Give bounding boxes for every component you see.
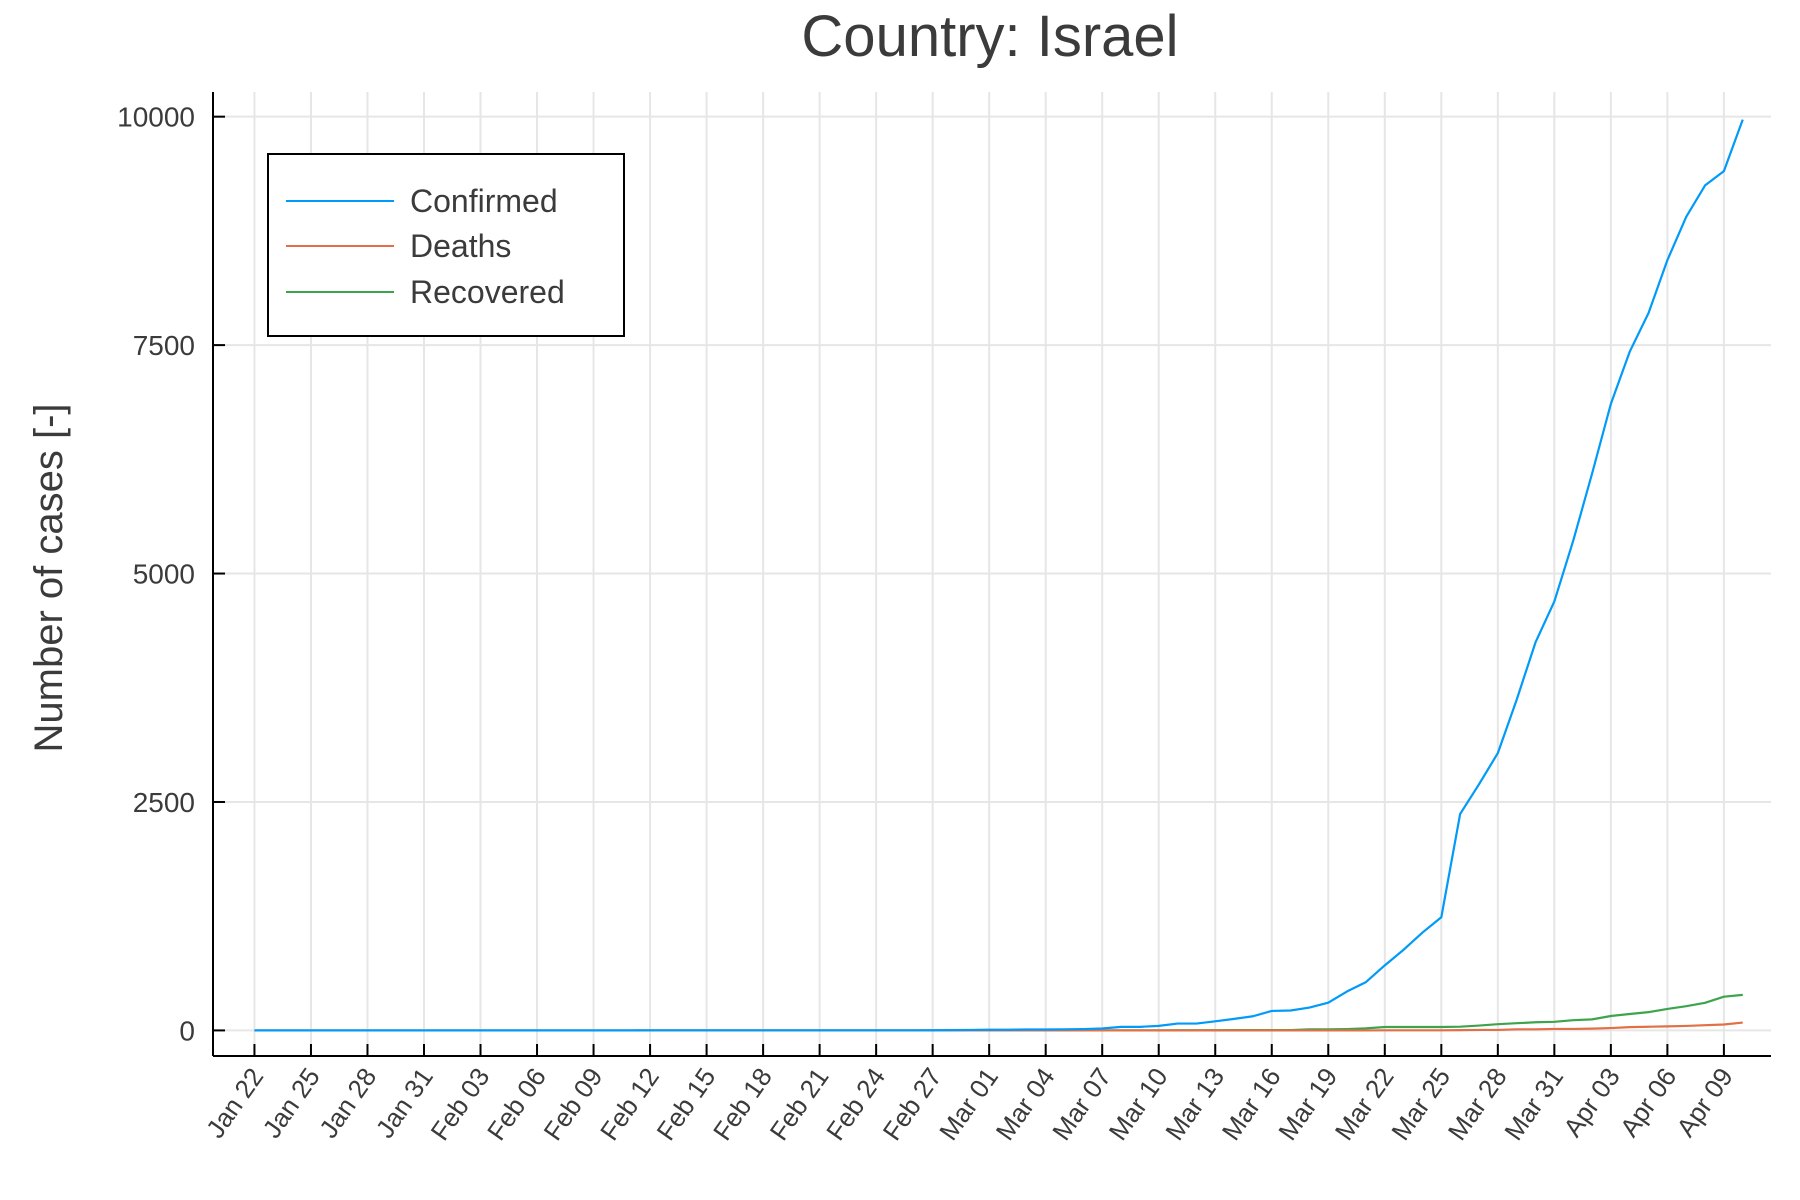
series-lines — [254, 119, 1744, 1032]
x-tick-label: Mar 16 — [1216, 1062, 1287, 1145]
x-tick-label: Feb 06 — [481, 1062, 552, 1146]
legend-label-deaths: Deaths — [410, 228, 511, 264]
x-tick-label: Feb 12 — [594, 1062, 665, 1146]
x-tick-label: Feb 09 — [537, 1062, 608, 1146]
y-tick-label: 2500 — [133, 787, 195, 818]
y-tick-label: 0 — [179, 1015, 195, 1046]
x-tick-label: Mar 19 — [1272, 1062, 1343, 1145]
x-tick-label: Mar 13 — [1159, 1062, 1230, 1145]
series-line-confirmed — [254, 119, 1744, 1032]
x-tick-label: Jan 22 — [200, 1062, 269, 1143]
x-tick-label: Mar 22 — [1329, 1062, 1400, 1145]
y-tick-label: 7500 — [133, 330, 195, 361]
x-tick-label: Mar 31 — [1498, 1062, 1569, 1145]
y-axis-label: Number of cases [-] — [27, 403, 71, 752]
y-tick-label: 5000 — [133, 559, 195, 590]
x-tick-label: Feb 03 — [424, 1062, 495, 1146]
y-tick-label: 10000 — [117, 102, 195, 133]
x-tick-label: Jan 25 — [257, 1062, 326, 1143]
legend: Confirmed Deaths Recovered — [267, 153, 625, 337]
x-tick-label: Mar 07 — [1046, 1062, 1117, 1145]
series-line-recovered — [254, 993, 1743, 1032]
x-tick-label: Feb 24 — [820, 1062, 891, 1146]
x-tick-label: Feb 18 — [707, 1062, 778, 1146]
legend-label-recovered: Recovered — [410, 274, 565, 310]
x-tick-label: Apr 06 — [1614, 1062, 1683, 1142]
x-tick-label: Jan 28 — [313, 1062, 382, 1143]
legend-label-confirmed: Confirmed — [410, 183, 558, 219]
x-tick-label: Feb 15 — [650, 1062, 721, 1146]
x-tick-label: Mar 25 — [1385, 1062, 1456, 1145]
x-tick-label: Mar 04 — [990, 1062, 1061, 1145]
x-tick-label: Mar 01 — [933, 1062, 1004, 1145]
x-tick-label: Mar 28 — [1442, 1062, 1513, 1145]
x-tick-label: Feb 27 — [877, 1062, 948, 1146]
y-ticks: 0 2500 5000 7500 10000 — [117, 102, 225, 1046]
x-tick-label: Apr 03 — [1557, 1062, 1626, 1142]
x-tick-label: Apr 09 — [1670, 1062, 1739, 1142]
x-tick-label: Mar 10 — [1103, 1062, 1174, 1145]
chart-title: Country: Israel — [801, 4, 1178, 69]
x-tick-label: Feb 21 — [764, 1062, 835, 1146]
